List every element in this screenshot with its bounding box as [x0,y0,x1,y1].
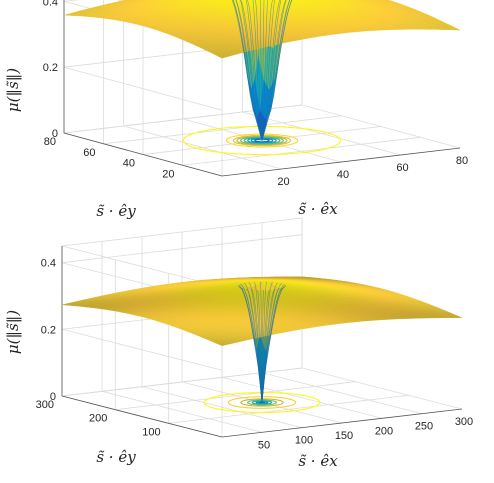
y-axis-line [63,132,223,177]
funnel-line [259,0,263,141]
funnel-line [245,288,263,403]
funnel-line [261,0,268,141]
x-axis-label: s̃ · êx [298,452,338,470]
x-tick-label: 80 [456,155,468,167]
surface-patch [186,0,193,1]
funnel-line [261,0,287,141]
funnel-line [257,289,263,403]
y-tick-label: 80 [44,136,56,148]
contour-line [203,392,321,413]
funnel-line [261,0,291,141]
surface-plot-bottom: 0 0.2 0.4 50 100 150 200 250 300 100 200 300 μ(‖s̃‖… [4,217,473,470]
funnel-line [261,282,279,403]
funnel-line [261,289,264,403]
funnel-line [261,281,267,403]
funnel-line [255,0,263,141]
y-tick-label: 20 [162,168,174,180]
surface-patch [166,0,175,2]
x-tick-label: 50 [258,439,270,451]
surface-patch [159,0,166,1]
x-tick-label: 200 [375,425,393,437]
surface-patch [189,0,198,2]
z-tick-label: 0 [50,391,56,403]
contour-line [247,399,277,406]
y-tick-label: 40 [123,158,135,170]
funnel-line [261,281,273,403]
surface-patch [162,0,171,1]
x-axis-line [221,408,463,438]
funnel-line [240,0,263,141]
funnel-line [261,0,282,141]
funnel-line [251,289,263,403]
x-tick-label: 250 [415,421,433,433]
y-axis-line [61,395,223,438]
y-axis-label: s̃ · êy [96,448,136,466]
funnel-line [239,286,263,403]
surface-mesh [63,0,461,141]
y-tick-label: 200 [89,413,107,425]
funnel-line [261,284,285,403]
z-axis-label: μ(‖s̃‖) [4,68,22,112]
x-tick-label: 100 [295,435,313,447]
funnel-line [235,0,263,141]
funnel-line [248,282,263,403]
contour-line [227,396,297,409]
z-tick-label: 0.4 [41,258,56,270]
y-axis-label: s̃ · êy [96,202,136,220]
x-tick-label: 300 [455,416,473,428]
funnel-line [261,0,281,141]
x-axis-line [221,147,461,177]
funnel-line [260,281,263,403]
funnel-line [261,289,270,403]
funnel-line [261,0,275,141]
funnel-line [232,0,263,141]
x-axis-label: s̃ · êx [298,200,338,218]
contour-line [251,400,273,405]
surface-patch [155,0,163,1]
contour-line [182,125,342,156]
x-tick-label: 40 [337,169,349,181]
contour-line [240,398,284,407]
funnel-line [261,289,276,403]
x-tick-label: 150 [335,430,353,442]
surface-patch [450,27,461,31]
surface-patch [452,316,463,318]
x-tick-label: 60 [396,162,408,174]
funnel-line [252,0,263,141]
funnel-line [245,0,263,141]
contour-line [225,133,299,148]
z-tick-label: 0.2 [41,324,56,336]
x-tick-label: 20 [277,176,289,188]
z-tick-label: 0 [52,128,58,140]
funnel-line [247,0,263,141]
funnel-line [261,0,265,141]
funnel-line [254,281,263,403]
y-tick-label: 100 [142,426,160,438]
z-tick-label: 0.2 [43,62,58,74]
surface-patch [201,0,209,1]
surface-mesh [61,276,463,403]
funnel-line [261,0,292,141]
z-axis-label: μ(‖s̃‖) [4,310,22,354]
funnel-line [261,0,273,141]
y-tick-label: 300 [36,399,54,411]
contour-plot [203,392,321,413]
z-tick-label: 0.4 [43,0,58,8]
funnel-line [261,288,281,403]
funnel-line [241,287,263,403]
y-tick-label: 60 [83,147,95,159]
